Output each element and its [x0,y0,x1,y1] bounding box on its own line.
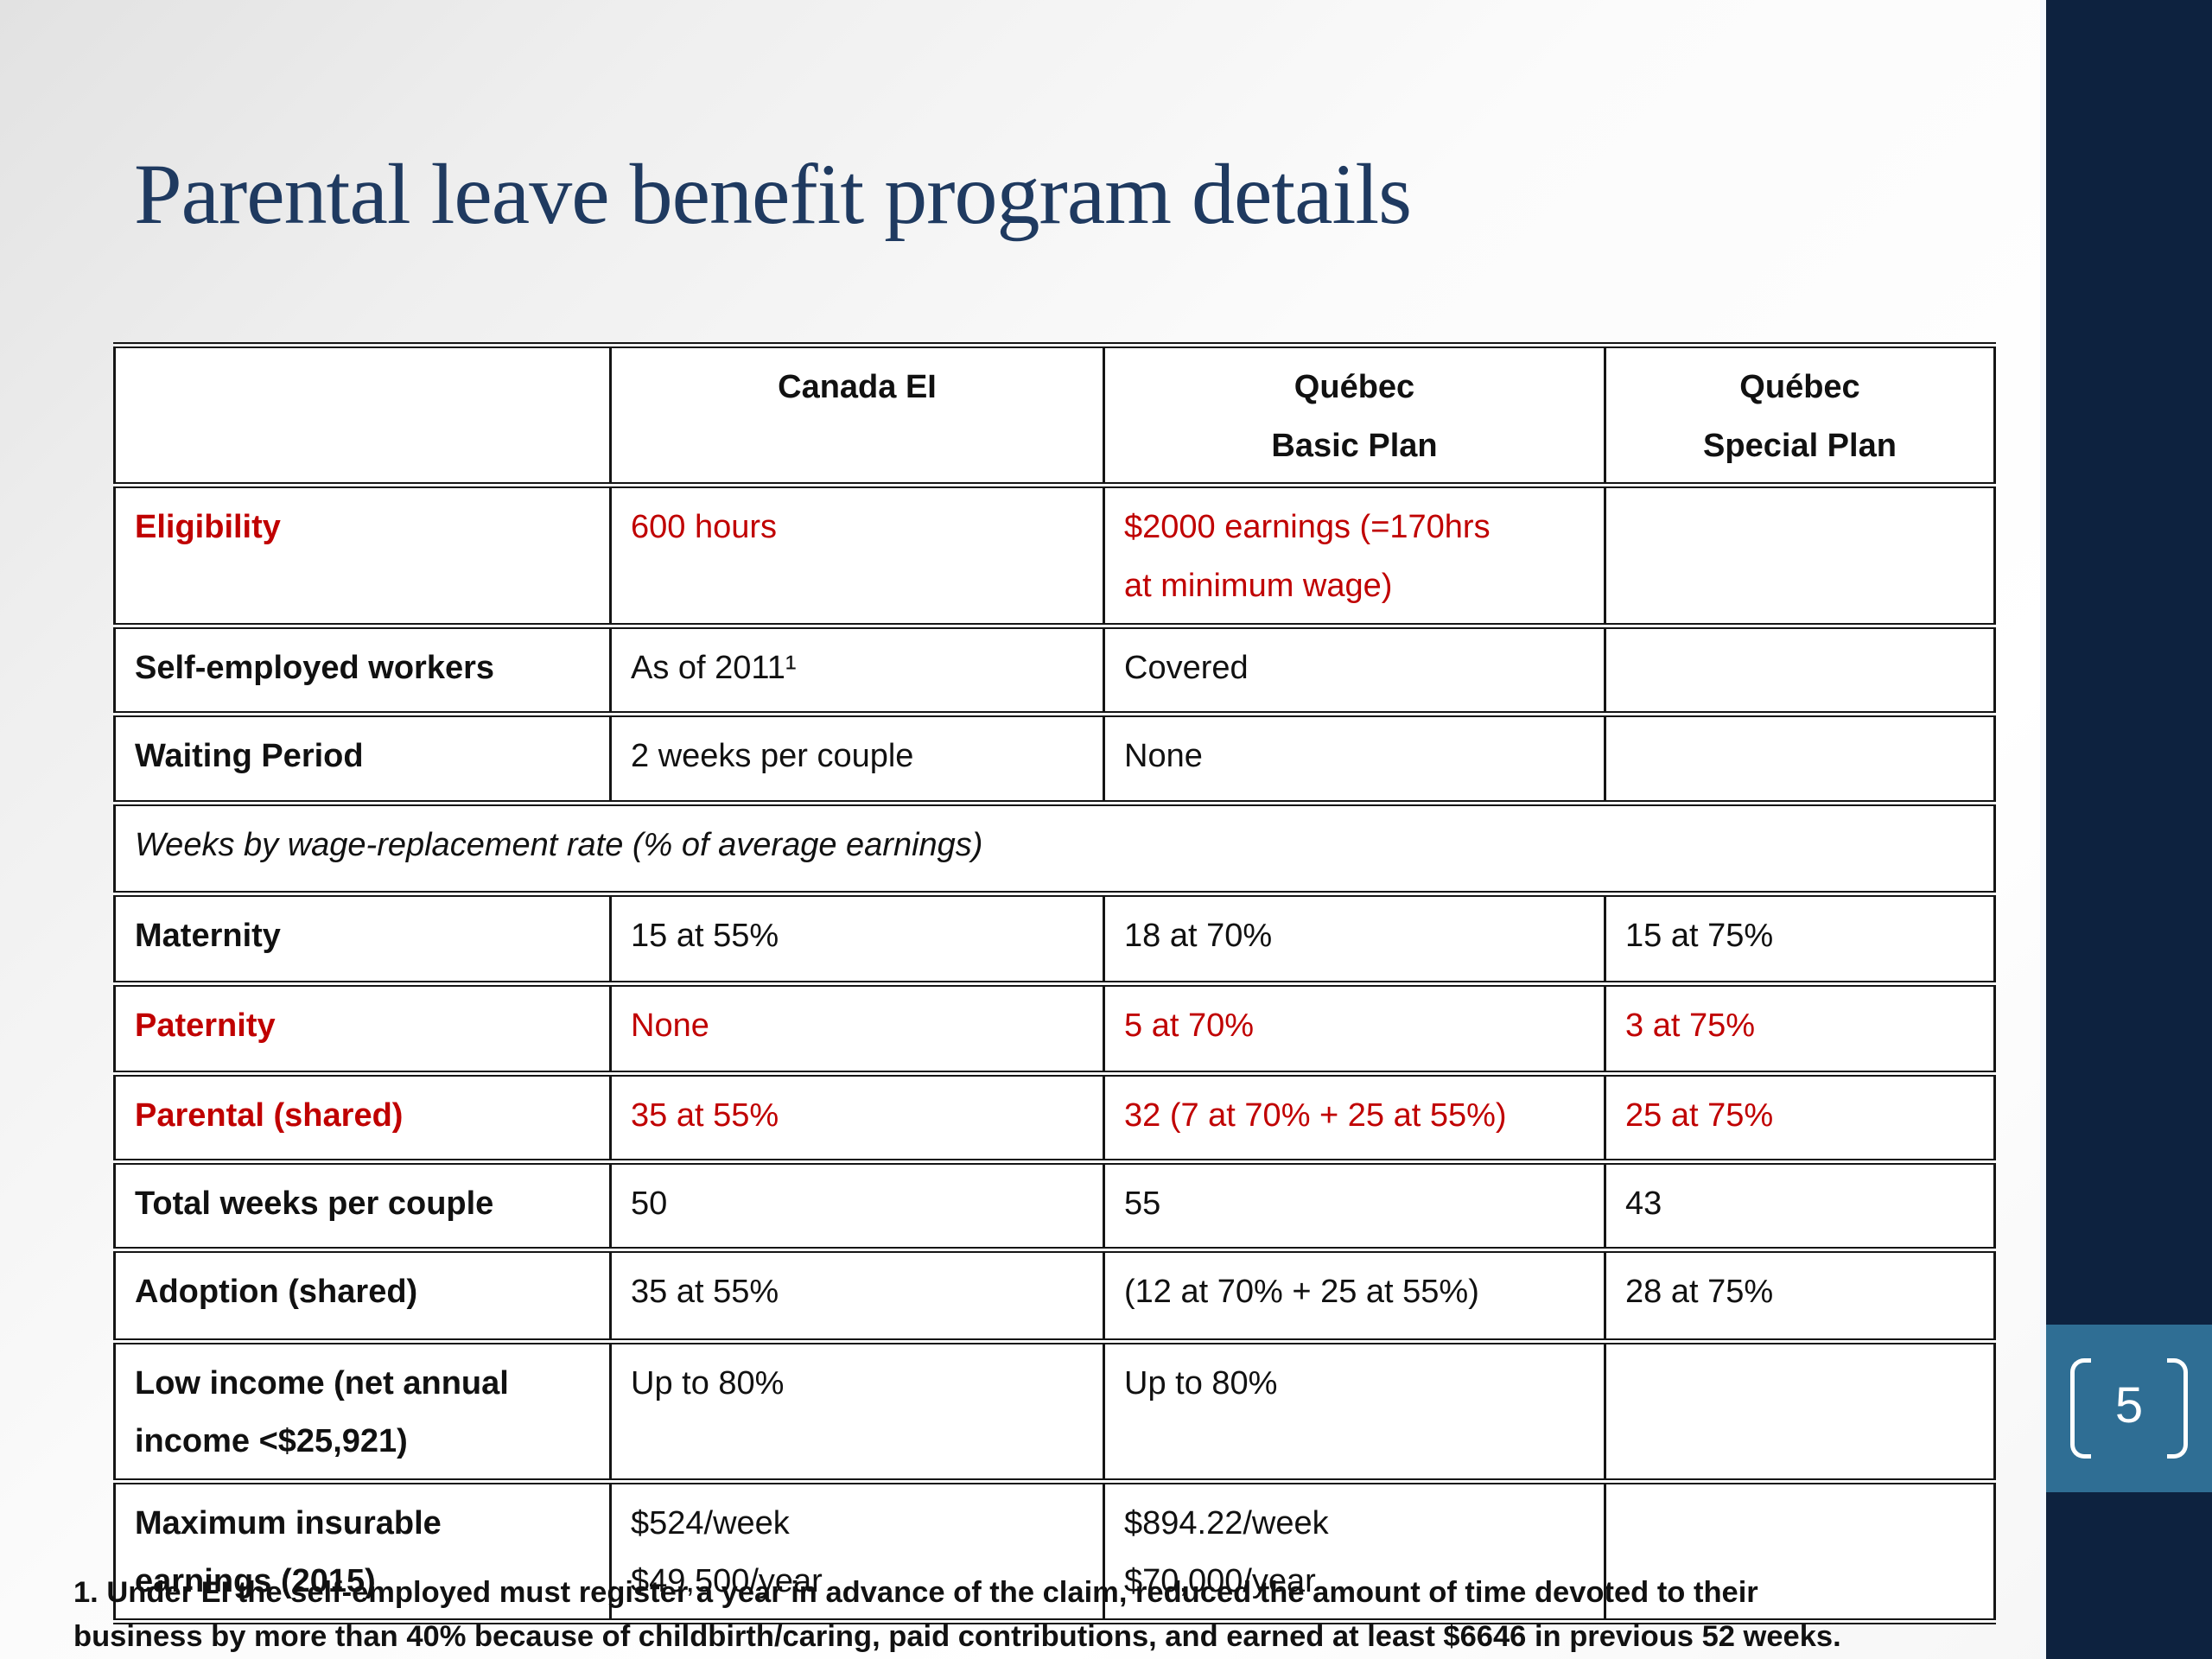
table-cell: None [609,980,1105,1077]
row-label: Maternity [113,890,612,987]
table-cell: 55 [1103,1158,1606,1253]
table-cell: $524/week $49,500/year [609,1478,1105,1625]
table-cell: 15 at 75% [1604,890,1996,987]
table-cell: 32 (7 at 70% + 25 at 55%) [1103,1070,1606,1165]
table-cell: $894.22/week $70,000/year [1103,1478,1606,1625]
table-row-adoption-shared: Adoption (shared) 35 at 55% (12 at 70% +… [113,1246,1996,1344]
table-cell: As of 2011¹ [609,622,1105,717]
table-cell: Up to 80% [1103,1338,1606,1484]
table-cell: None [1103,710,1606,806]
column-header-canada-ei: Canada EI [609,341,1105,489]
row-label: Waiting Period [113,710,612,806]
table-header-row: Canada EI Québec Basic Plan Québec Speci… [113,341,1996,489]
table-row-max-insurable: Maximum insurable earnings (2015) $524/w… [113,1478,1996,1625]
row-label: Low income (net annual income <$25,921) [113,1338,612,1484]
table-row-maternity: Maternity 15 at 55% 18 at 70% 15 at 75% [113,890,1996,987]
page-number-bracket-right-icon [2167,1358,2189,1459]
row-label: Eligibility [113,482,612,629]
column-header-quebec-basic: Québec Basic Plan [1103,341,1606,489]
benefits-table: Canada EI Québec Basic Plan Québec Speci… [113,341,1996,1625]
table-cell: 5 at 70% [1103,980,1606,1077]
table-section-row: Weeks by wage-replacement rate (% of ave… [113,799,1996,897]
row-label: Maximum insurable earnings (2015) [113,1478,612,1625]
table-row-eligibility: Eligibility 600 hours $2000 earnings (=1… [113,482,1996,629]
table-row-low-income: Low income (net annual income <$25,921) … [113,1338,1996,1484]
table-cell [1604,1338,1996,1484]
table-cell: 2 weeks per couple [609,710,1105,806]
table-cell [1604,482,1996,629]
table-cell [1604,1478,1996,1625]
table-cell: 43 [1604,1158,1996,1253]
footnote: 1. Under EI the self-employed must regis… [73,1571,2052,1658]
page-number: 5 [2114,1377,2144,1433]
table-cell: (12 at 70% + 25 at 55%) [1103,1246,1606,1344]
table-row-parental-shared: Parental (shared) 35 at 55% 32 (7 at 70%… [113,1070,1996,1165]
table-row-total-weeks: Total weeks per couple 50 55 43 [113,1158,1996,1253]
page-number-box: 5 [2046,1325,2212,1492]
table-cell: 35 at 55% [609,1246,1105,1344]
table-cell: $2000 earnings (=170hrs at minimum wage) [1103,482,1606,629]
row-label: Adoption (shared) [113,1246,612,1344]
sidebar-edge-divider [2040,0,2046,1659]
footnote-line-1: 1. Under EI the self-employed must regis… [73,1576,1758,1609]
table-cell [1604,622,1996,717]
row-label: Parental (shared) [113,1070,612,1165]
table-row-self-employed: Self-employed workers As of 2011¹ Covere… [113,622,1996,717]
column-header-quebec-special: Québec Special Plan [1604,341,1996,489]
table-row-paternity: Paternity None 5 at 70% 3 at 75% [113,980,1996,1077]
table-cell: 3 at 75% [1604,980,1996,1077]
table-cell: Up to 80% [609,1338,1105,1484]
column-header-blank [113,341,612,489]
slide-title: Parental leave benefit program details [134,146,1412,242]
table-cell: 600 hours [609,482,1105,629]
row-label: Total weeks per couple [113,1158,612,1253]
table-cell: 28 at 75% [1604,1246,1996,1344]
section-header: Weeks by wage-replacement rate (% of ave… [113,799,1996,897]
table-row-waiting-period: Waiting Period 2 weeks per couple None [113,710,1996,806]
table-cell: 35 at 55% [609,1070,1105,1165]
table-cell: Covered [1103,622,1606,717]
footnote-line-2: business by more than 40% because of chi… [73,1619,1841,1653]
table-cell [1604,710,1996,806]
table-cell: 18 at 70% [1103,890,1606,987]
table-cell: 50 [609,1158,1105,1253]
table-cell: 25 at 75% [1604,1070,1996,1165]
row-label: Paternity [113,980,612,1077]
row-label: Self-employed workers [113,622,612,717]
table-cell: 15 at 55% [609,890,1105,987]
page-number-bracket-left-icon [2069,1358,2091,1459]
